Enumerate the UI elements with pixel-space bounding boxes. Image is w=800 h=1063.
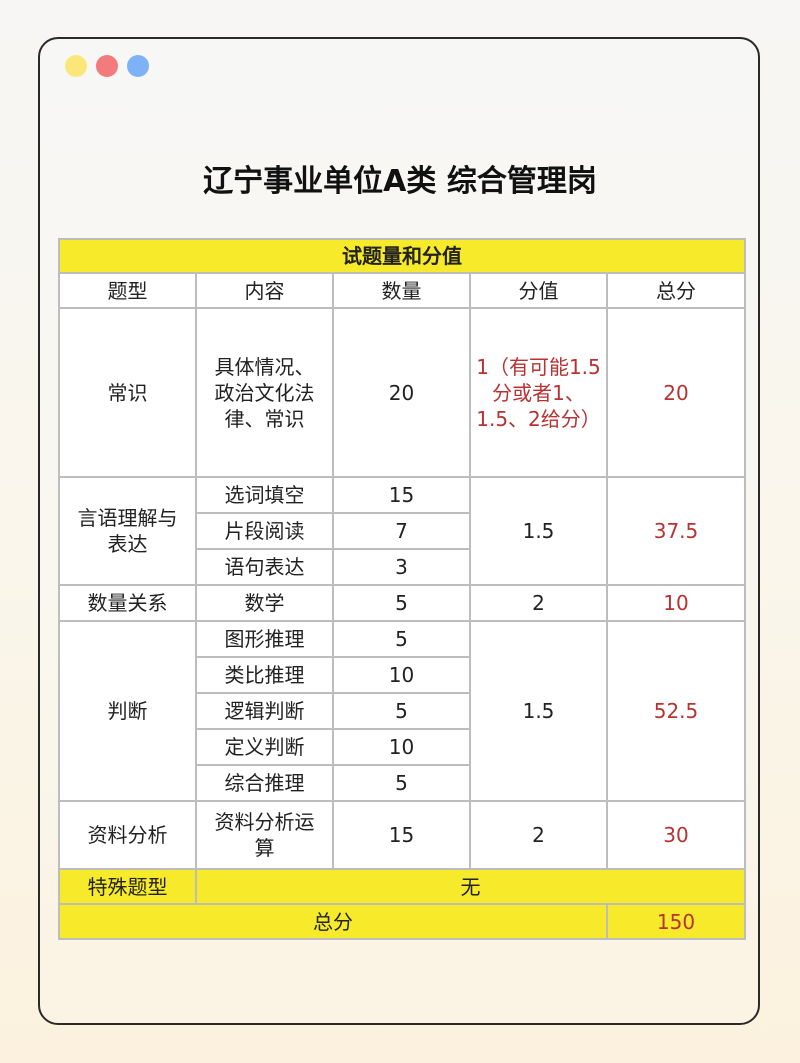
content-cell: 定义判断 — [195, 728, 334, 766]
content-cell: 综合推理 — [195, 764, 334, 802]
table-row: 数量关系 数学 5 2 10 — [58, 584, 746, 622]
total-cell: 10 — [606, 584, 746, 622]
table-row: 资料分析 资料分析运算 15 2 30 — [58, 800, 746, 870]
count-cell: 7 — [332, 512, 471, 550]
total-cell: 30 — [606, 800, 746, 870]
table-row: 言语理解与表达 选词填空 15 1.5 37.5 — [58, 476, 746, 586]
type-cell: 言语理解与表达 — [58, 476, 197, 586]
count-cell: 3 — [332, 548, 471, 586]
table-row: 类比推理 10 — [59, 656, 745, 694]
score-cell: 1（有可能1.5分或者1、1.5、2给分） — [469, 307, 608, 478]
score-cell: 1.5 — [469, 620, 608, 802]
content-cell: 具体情况、政治文化法律、常识 — [195, 307, 334, 478]
count-cell: 5 — [332, 764, 471, 802]
header-cell: 分值 — [469, 272, 608, 309]
content-cell: 选词填空 — [195, 476, 334, 514]
content-cell: 资料分析运算 — [195, 800, 334, 870]
table-caption: 试题量和分值 — [58, 238, 746, 274]
special-value: 无 — [195, 868, 746, 905]
count-cell: 5 — [332, 620, 471, 658]
total-cell: 52.5 — [606, 620, 746, 802]
content-cell: 数学 — [195, 584, 334, 622]
count-cell: 15 — [332, 476, 471, 514]
table-row: 逻辑判断 5 — [59, 692, 745, 730]
table-row: 常识 具体情况、政治文化法律、常识 20 1（有可能1.5分或者1、1.5、2给… — [58, 307, 746, 478]
count-cell: 10 — [332, 728, 471, 766]
content-cell: 语句表达 — [195, 548, 334, 586]
score-table: 试题量和分值 题型 内容 数量 分值 总分 常识 具体情况、政治文化法律、常识 … — [58, 238, 746, 940]
count-cell: 15 — [332, 800, 471, 870]
content-cell: 逻辑判断 — [195, 692, 334, 730]
count-cell: 10 — [332, 656, 471, 694]
window-dot-yellow — [65, 55, 87, 77]
sum-row: 总分 150 — [58, 903, 746, 940]
content-cell: 图形推理 — [195, 620, 334, 658]
special-label: 特殊题型 — [58, 868, 197, 905]
table-row: 语句表达 3 — [59, 548, 745, 586]
content-cell: 片段阅读 — [195, 512, 334, 550]
table-row: 定义判断 10 — [59, 728, 745, 766]
window-dot-red — [96, 55, 118, 77]
total-cell: 20 — [606, 307, 746, 478]
window-dot-blue — [127, 55, 149, 77]
content-cell: 类比推理 — [195, 656, 334, 694]
type-cell: 常识 — [58, 307, 197, 478]
header-row: 题型 内容 数量 分值 总分 — [58, 272, 746, 309]
page-title: 辽宁事业单位A类 综合管理岗 — [203, 164, 597, 199]
score-cell: 2 — [469, 584, 608, 622]
count-cell: 5 — [332, 692, 471, 730]
header-cell: 数量 — [332, 272, 471, 309]
table-row: 片段阅读 7 — [59, 512, 745, 550]
count-cell: 5 — [332, 584, 471, 622]
table-row: 判断 图形推理 5 1.5 52.5 — [58, 620, 746, 802]
count-cell: 20 — [332, 307, 471, 478]
total-cell: 37.5 — [606, 476, 746, 586]
table-row: 综合推理 5 — [59, 764, 745, 802]
score-cell: 1.5 — [469, 476, 608, 586]
type-cell: 资料分析 — [58, 800, 197, 870]
type-cell: 数量关系 — [58, 584, 197, 622]
score-cell: 2 — [469, 800, 608, 870]
header-cell: 总分 — [606, 272, 746, 309]
type-cell: 判断 — [58, 620, 197, 802]
header-cell: 题型 — [58, 272, 197, 309]
sum-value: 150 — [606, 903, 746, 940]
header-cell: 内容 — [195, 272, 334, 309]
special-row: 特殊题型 无 — [58, 868, 746, 905]
sum-label: 总分 — [58, 903, 608, 940]
